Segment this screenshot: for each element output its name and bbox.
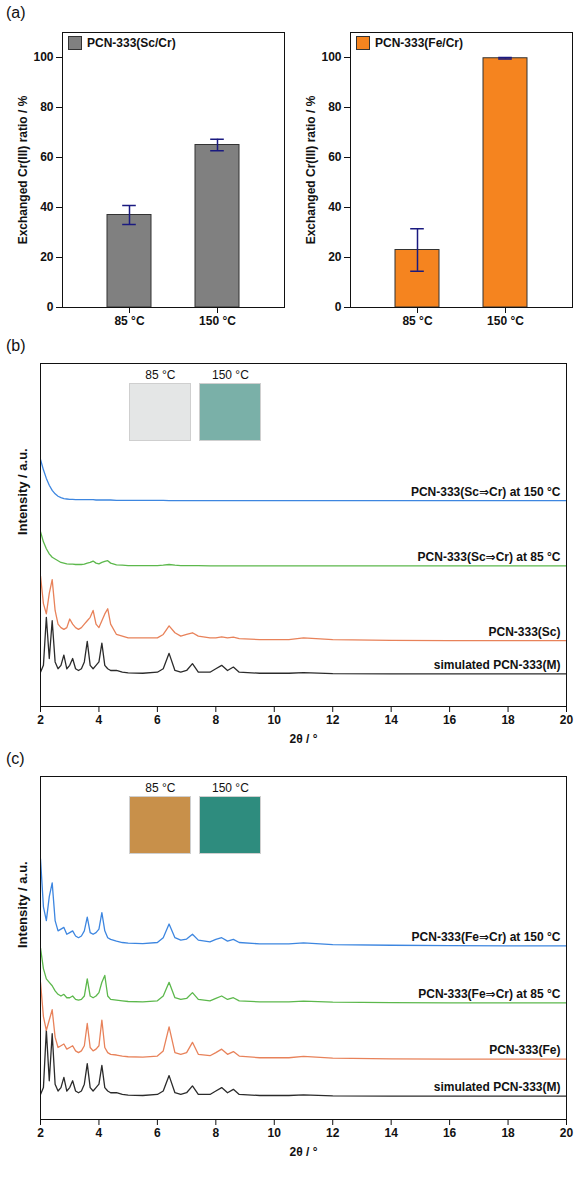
svg-text:4: 4 [96,1126,103,1140]
html-text:PCN-333(Fe/Cr): PCN-333(Fe/Cr) [375,36,463,50]
svg-text:Intensity / a.u.: Intensity / a.u. [15,448,30,535]
svg-text:PCN-333(Sc⇒Cr) at 85 °C: PCN-333(Sc⇒Cr) at 85 °C [418,550,561,564]
svg-text:18: 18 [501,1126,515,1140]
html-text:150 °C: 150 °C [212,368,249,382]
svg-text:60: 60 [328,150,342,164]
svg-text:14: 14 [384,713,398,727]
svg-text:2: 2 [37,1126,44,1140]
svg-text:0: 0 [335,300,342,314]
svg-text:20: 20 [328,250,342,264]
svg-text:2: 2 [37,713,44,727]
svg-text:85 °C: 85 °C [114,314,144,328]
svg-text:Intensity / a.u.: Intensity / a.u. [15,861,30,948]
html-text:85 °C: 85 °C [145,368,176,382]
svg-text:6: 6 [154,1126,161,1140]
html-text:PCN-333(Sc/Cr): PCN-333(Sc/Cr) [87,36,176,50]
svg-text:14: 14 [384,1126,398,1140]
svg-text:PCN-333(Fe⇒Cr) at 85 °C: PCN-333(Fe⇒Cr) at 85 °C [418,987,561,1001]
svg-text:Exchanged Cr(III) ratio / %: Exchanged Cr(III) ratio / % [304,95,318,244]
svg-text:20: 20 [40,250,54,264]
html-text:(a): (a) [6,4,26,21]
svg-text:100: 100 [321,50,341,64]
html-text:(c): (c) [6,750,25,767]
svg-text:2θ / °: 2θ / ° [290,1145,318,1159]
svg-text:8: 8 [212,1126,219,1140]
svg-text:PCN-333(Sc): PCN-333(Sc) [488,625,560,639]
svg-text:6: 6 [154,713,161,727]
svg-text:16: 16 [443,713,457,727]
svg-text:18: 18 [501,713,515,727]
svg-text:PCN-333(Sc⇒Cr) at 150 °C: PCN-333(Sc⇒Cr) at 150 °C [411,485,561,499]
svg-text:8: 8 [212,713,219,727]
svg-text:4: 4 [96,713,103,727]
svg-text:10: 10 [268,1126,282,1140]
svg-text:12: 12 [326,1126,340,1140]
svg-text:60: 60 [40,150,54,164]
svg-text:150 °C: 150 °C [199,314,236,328]
svg-text:simulated PCN-333(M): simulated PCN-333(M) [434,658,561,672]
svg-text:PCN-333(Fe⇒Cr) at 150 °C: PCN-333(Fe⇒Cr) at 150 °C [412,930,561,944]
svg-text:12: 12 [326,713,340,727]
svg-text:100: 100 [33,50,53,64]
svg-text:2θ / °: 2θ / ° [290,732,318,746]
svg-text:40: 40 [328,200,342,214]
svg-text:Exchanged Cr(III) ratio / %: Exchanged Cr(III) ratio / % [16,95,30,244]
svg-text:16: 16 [443,1126,457,1140]
svg-text:simulated PCN-333(M): simulated PCN-333(M) [434,1080,561,1094]
svg-text:40: 40 [40,200,54,214]
html-text:85 °C: 85 °C [145,781,176,795]
svg-text:150 °C: 150 °C [487,314,524,328]
svg-text:10: 10 [268,713,282,727]
svg-text:0: 0 [47,300,54,314]
html-text:(b): (b) [6,337,26,354]
svg-text:80: 80 [40,100,54,114]
svg-text:20: 20 [560,1126,574,1140]
svg-text:20: 20 [560,713,574,727]
svg-text:80: 80 [328,100,342,114]
svg-text:PCN-333(Fe): PCN-333(Fe) [489,1043,560,1057]
svg-text:85 °C: 85 °C [402,314,432,328]
html-text:150 °C: 150 °C [212,781,249,795]
